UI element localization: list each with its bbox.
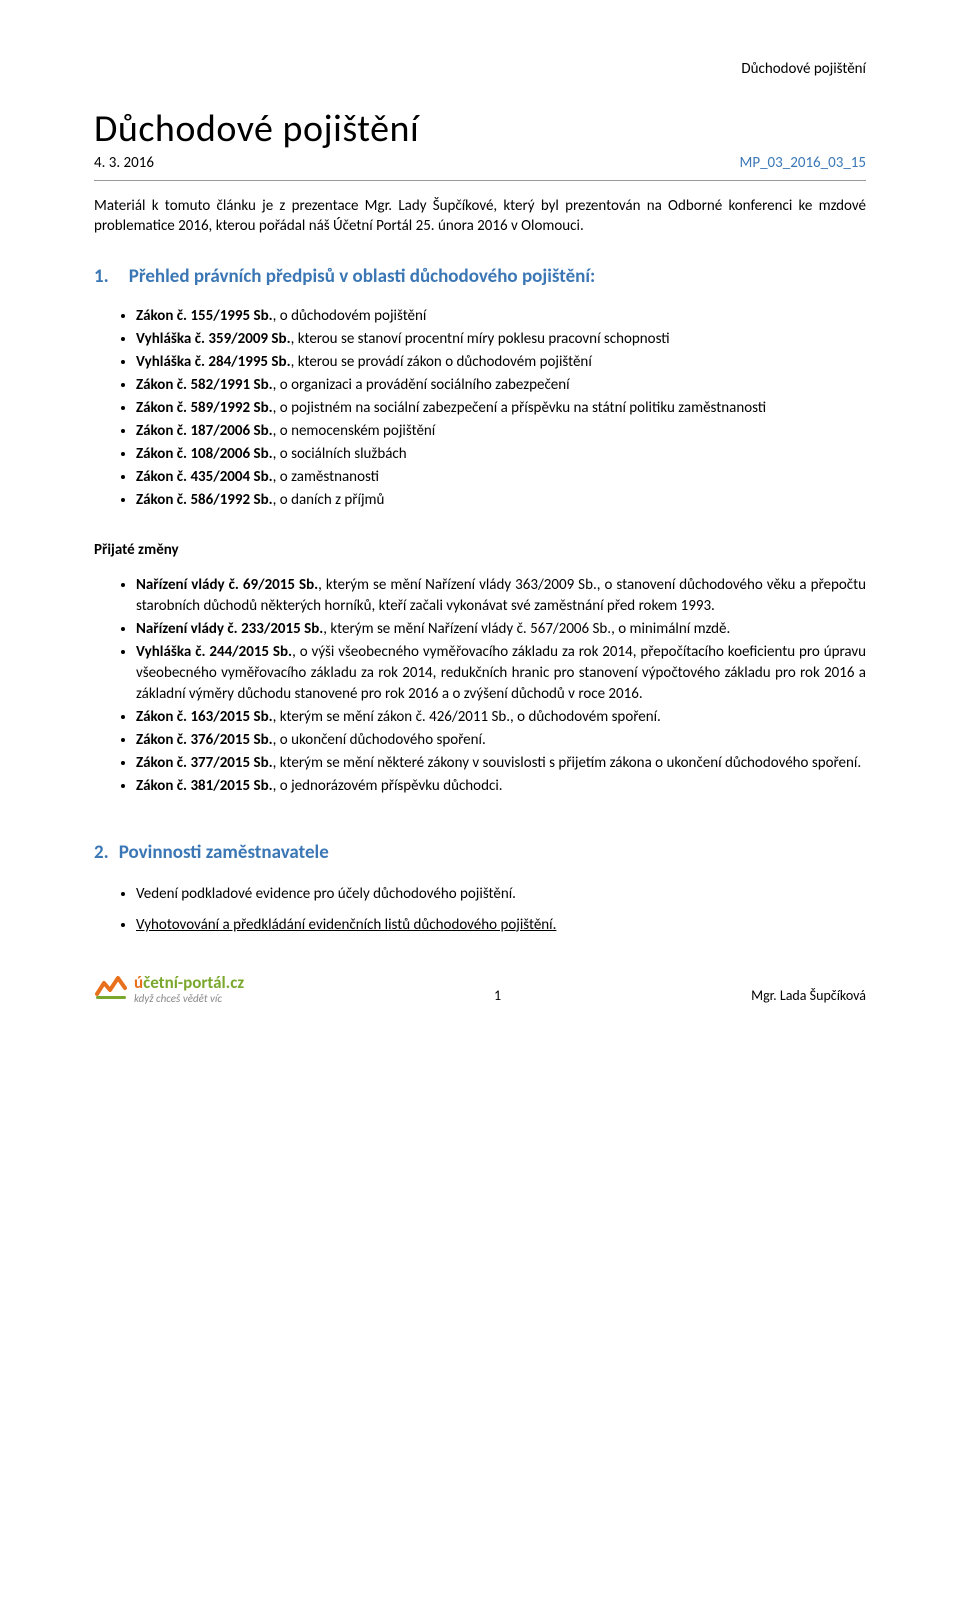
- list-item: Nařízení vlády č. 233/2015 Sb., kterým s…: [136, 619, 866, 640]
- list-item-rest: , o daních z příjmů: [273, 491, 385, 509]
- list-item: Vyhláška č. 359/2009 Sb., kterou se stan…: [136, 329, 866, 350]
- section-1-number: 1.: [94, 265, 109, 288]
- list-item-rest: , o pojistném na sociální zabezpečení a …: [273, 399, 767, 417]
- subline-row: 4. 3. 2016 MP_03_2016_03_15: [94, 154, 866, 172]
- list-item: Zákon č. 376/2015 Sb., o ukončení důchod…: [136, 730, 866, 751]
- list-item-rest: , o jednorázovém příspěvku důchodci.: [273, 777, 503, 795]
- list-item: Vyhláška č. 284/1995 Sb., kterou se prov…: [136, 352, 866, 373]
- document-date: 4. 3. 2016: [94, 154, 154, 172]
- logo-icon: [94, 970, 128, 1004]
- list-item: Zákon č. 381/2015 Sb., o jednorázovém př…: [136, 776, 866, 797]
- list-item-bold: Nařízení vlády č. 233/2015 Sb.: [136, 620, 323, 638]
- list-item: Vyhotovování a předkládání evidenčních l…: [136, 915, 866, 936]
- section-1-heading: 1. Přehled právních předpisů v oblasti dů…: [94, 265, 866, 288]
- list-item-bold: Zákon č. 187/2006 Sb.: [136, 422, 273, 440]
- list-item-bold: Vyhláška č. 244/2015 Sb.: [136, 643, 292, 661]
- list-item-bold: Zákon č. 582/1991 Sb.: [136, 376, 273, 394]
- footer-logo: účetní-portál.cz když chceš vědět víc: [94, 970, 244, 1004]
- list-item-bold: Zákon č. 377/2015 Sb.: [136, 754, 273, 772]
- list-item-bold: Zákon č. 163/2015 Sb.: [136, 708, 273, 726]
- section-1-title: Přehled právních předpisů v oblasti důch…: [129, 265, 596, 288]
- list-item-bold: Zákon č. 589/1992 Sb.: [136, 399, 273, 417]
- list-item: Zákon č. 108/2006 Sb., o sociálních služ…: [136, 444, 866, 465]
- list-item: Vedení podkladové evidence pro účely důc…: [136, 884, 866, 905]
- list-item-rest: , o zaměstnanosti: [273, 468, 379, 486]
- list-item-rest: , kterým se mění Nařízení vlády č. 567/2…: [323, 620, 730, 638]
- list-item-rest: , kterou se stanoví procentní míry pokle…: [291, 330, 670, 348]
- list-item-rest: , o nemocenském pojištění: [273, 422, 436, 440]
- divider: [94, 180, 866, 181]
- list-item-rest: , kterou se provádí zákon o důchodovém p…: [291, 353, 592, 371]
- list-item: Nařízení vlády č. 69/2015 Sb., kterým se…: [136, 575, 866, 617]
- section-2-heading: 2. Povinnosti zaměstnavatele: [94, 841, 866, 864]
- list-item-bold: Vyhláška č. 284/1995 Sb.: [136, 353, 291, 371]
- logo-rest: četní-portál.cz: [143, 974, 244, 991]
- section-2-number: 2.: [94, 841, 109, 864]
- list-item-rest: , o sociálních službách: [273, 445, 407, 463]
- employer-duties-list: Vedení podkladové evidence pro účely důc…: [94, 884, 866, 936]
- page-footer: účetní-portál.cz když chceš vědět víc 1 …: [94, 970, 866, 1004]
- legal-list-2: Nařízení vlády č. 69/2015 Sb. , kterým se…: [94, 575, 866, 797]
- list-item-bold: Vyhláška č. 359/2009 Sb.: [136, 330, 291, 348]
- section-2-title: Povinnosti zaměstnavatele: [119, 841, 329, 864]
- list-item: Zákon č. 163/2015 Sb., kterým se mění zá…: [136, 707, 866, 728]
- page-title: Důchodové pojištění: [94, 106, 866, 152]
- list-item: Zákon č. 582/1991 Sb., o organizaci a pr…: [136, 375, 866, 396]
- list-item-bold: Zákon č. 381/2015 Sb.: [136, 777, 273, 795]
- list-item-bold: Zákon č. 108/2006 Sb.: [136, 445, 273, 463]
- header-topic: Důchodové pojištění: [94, 60, 866, 78]
- list-item: Zákon č. 586/1992 Sb., o daních z příjmů: [136, 490, 866, 511]
- page-number: 1: [494, 987, 501, 1004]
- list-item-bold: Zákon č. 155/1995 Sb.: [136, 307, 273, 325]
- list-item: Zákon č. 155/1995 Sb., o důchodovém poji…: [136, 306, 866, 327]
- list-item: Zákon č. 589/1992 Sb., o pojistném na so…: [136, 398, 866, 419]
- intro-paragraph: Materiál k tomuto článku je z prezentace…: [94, 196, 866, 237]
- logo-text: účetní-portál.cz když chceš vědět víc: [134, 974, 244, 1004]
- list-item: Zákon č. 435/2004 Sb., o zaměstnanosti: [136, 467, 866, 488]
- list-item-rest: , kterým se mění některé zákony v souvis…: [273, 754, 861, 772]
- legal-list-1: Zákon č. 155/1995 Sb., o důchodovém poji…: [94, 306, 866, 511]
- logo-tagline: když chceš vědět víc: [134, 993, 244, 1004]
- list-item-rest: , o ukončení důchodového spoření.: [273, 731, 486, 749]
- list-item-rest: , o organizaci a provádění sociálního za…: [273, 376, 570, 394]
- list-item-text: Vyhotovování a předkládání evidenčních l…: [136, 916, 556, 934]
- document-code: MP_03_2016_03_15: [740, 154, 866, 172]
- list-item: Zákon č. 187/2006 Sb., o nemocenském poj…: [136, 421, 866, 442]
- subheading-changes: Přijaté změny: [94, 541, 866, 559]
- document-page: Důchodové pojištění Důchodové pojištění …: [0, 0, 960, 1044]
- list-item-rest: , kterým se mění zákon č. 426/2011 Sb., …: [273, 708, 661, 726]
- list-item: Vyhláška č. 244/2015 Sb., o výši všeobec…: [136, 642, 866, 705]
- list-item-rest: , o důchodovém pojištění: [273, 307, 427, 325]
- list-item-bold: Nařízení vlády č. 69/2015 Sb.: [136, 576, 318, 594]
- list-item-bold: Zákon č. 435/2004 Sb.: [136, 468, 273, 486]
- list-item: Zákon č. 377/2015 Sb., kterým se mění ně…: [136, 753, 866, 774]
- list-item-bold: Zákon č. 376/2015 Sb.: [136, 731, 273, 749]
- footer-author: Mgr. Lada Šupčíková: [751, 987, 866, 1004]
- list-item-text: Vedení podkladové evidence pro účely důc…: [136, 885, 516, 903]
- list-item-bold: Zákon č. 586/1992 Sb.: [136, 491, 273, 509]
- logo-first-letter: ú: [134, 974, 143, 991]
